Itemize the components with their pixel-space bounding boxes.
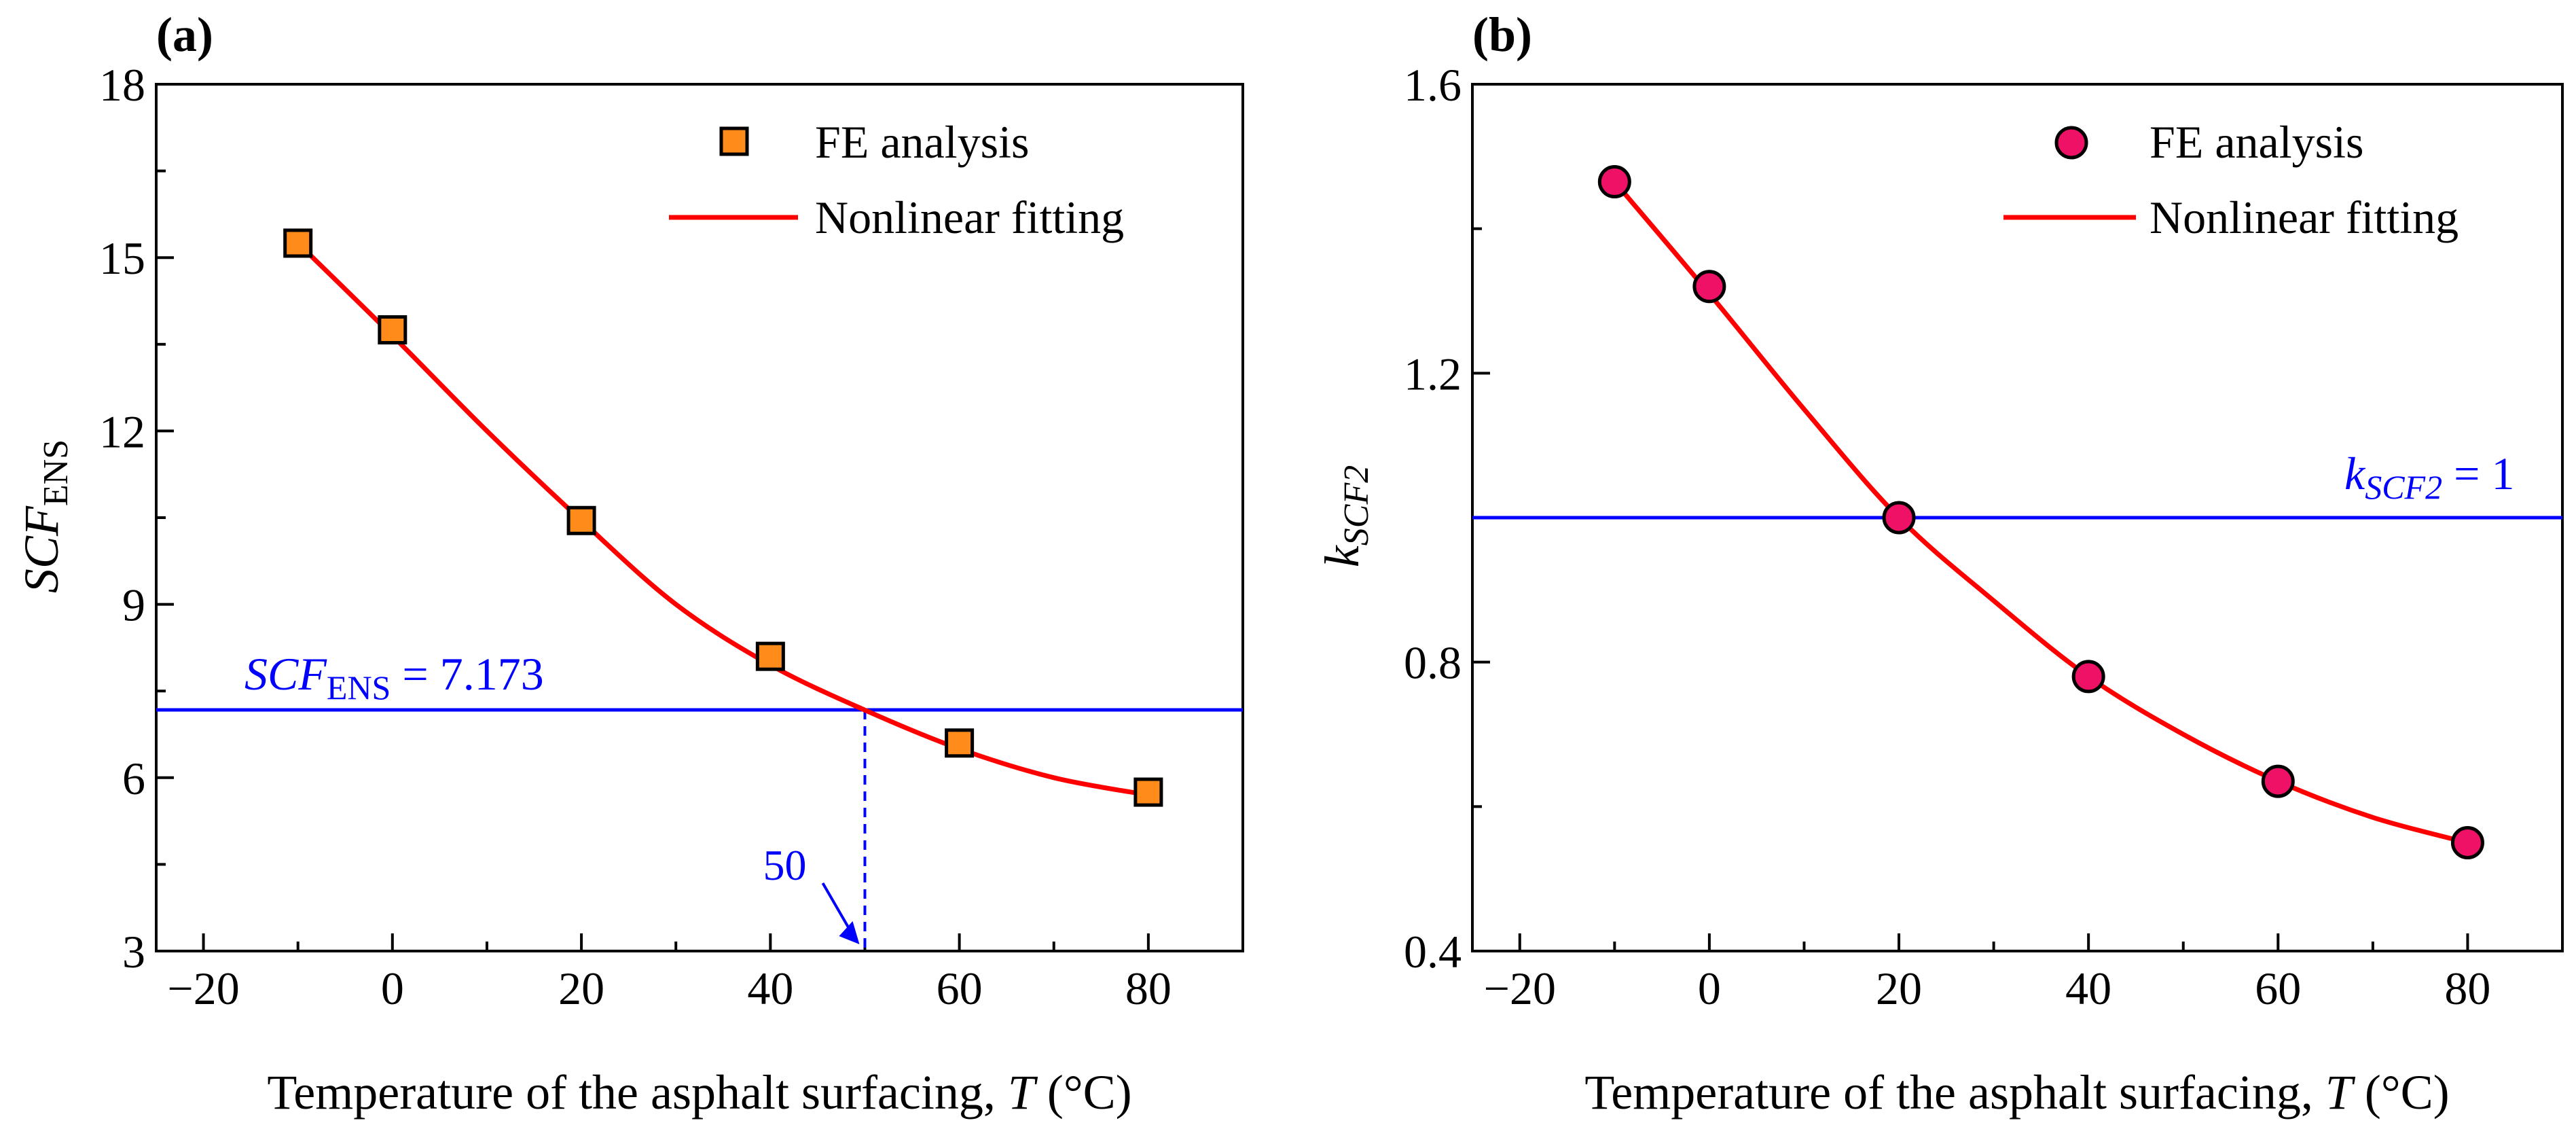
x-tick-label: −20 [167, 963, 239, 1014]
reference-drop-arrow [821, 882, 854, 936]
y-tick-label: 0.8 [1404, 637, 1462, 689]
data-point [2071, 660, 2105, 694]
data-point [378, 315, 407, 345]
y-ticks: 0.4 0.8 1.2 1.6 [1404, 59, 1490, 978]
fit-curve [296, 241, 1149, 798]
data-point [1882, 501, 1916, 535]
x-axis-label-var: T [2325, 1065, 2356, 1120]
reference-label-rest: = 7.173 [391, 648, 543, 700]
reference-label-main: SCF [244, 648, 327, 700]
x-ticks: −20 0 20 40 60 80 [167, 933, 1172, 1014]
x-axis-label-main: Temperature of the asphalt surfacing, [1584, 1065, 2325, 1120]
reference-drop-arrowhead [839, 921, 860, 944]
reference-label: SCFENS = 7.173 [244, 648, 544, 706]
x-tick-label: 60 [937, 963, 983, 1014]
x-tick-label: 20 [558, 963, 604, 1014]
y-tick-label: 3 [122, 926, 145, 978]
y-axis-label-main: SCF [14, 505, 69, 593]
panel-b: (b) 0.40.81.21.6 −20 0 20 40 60 80 kSCF2 = 1 … [1315, 7, 2564, 1120]
legend-line-label: Nonlinear fitting [2149, 192, 2459, 243]
reference-label-main: k [2344, 448, 2366, 499]
data-point [1597, 165, 1631, 199]
x-axis-label: Temperature of the asphalt surfacing, T … [267, 1065, 1131, 1120]
y-tick-label: 1.6 [1404, 59, 1462, 111]
x-tick-label: 60 [2255, 963, 2301, 1014]
x-axis-label-main: Temperature of the asphalt surfacing, [267, 1065, 1008, 1120]
legend-marker-circle [2054, 126, 2088, 160]
data-point [945, 728, 975, 758]
data-point [2450, 826, 2484, 859]
legend-line-label: Nonlinear fitting [815, 192, 1124, 243]
x-ticks: −20 0 20 40 60 80 [1484, 933, 2490, 1014]
y-axis-label: kSCF2 [1315, 465, 1376, 567]
x-tick-label: 80 [2444, 963, 2490, 1014]
y-axis-label-main: k [1315, 544, 1369, 567]
y-axis-label: SCFENS [14, 440, 75, 593]
x-axis-label-unit: (°C) [1035, 1065, 1132, 1120]
legend-marker-label: FE analysis [2149, 116, 2363, 168]
legend-marker-label: FE analysis [815, 116, 1029, 168]
y-tick-label: 9 [122, 579, 145, 631]
x-tick-label: 0 [1698, 963, 1721, 1014]
y-axis-label-sub: SCF2 [1337, 465, 1376, 545]
legend: FE analysis Nonlinear fitting [669, 116, 1124, 243]
y-axis-label-sub: ENS [37, 440, 75, 506]
data-point [755, 641, 785, 671]
y-tick-label: 15 [99, 232, 145, 284]
fit-curve [1612, 180, 2469, 845]
x-tick-label: −20 [1484, 963, 1556, 1014]
data-point [2261, 764, 2295, 798]
y-tick-label: 18 [99, 59, 145, 111]
y-tick-label: 0.4 [1404, 926, 1462, 978]
data-point [283, 228, 313, 258]
reference-label-rest: = 1 [2442, 448, 2514, 499]
reference-label-sub: SCF2 [2365, 468, 2442, 506]
x-axis-label-var: T [1008, 1065, 1038, 1120]
y-tick-label: 12 [99, 406, 145, 457]
data-markers [283, 228, 1163, 807]
legend: FE analysis Nonlinear fitting [2003, 116, 2459, 243]
data-point [1133, 777, 1163, 807]
x-tick-label: 0 [381, 963, 404, 1014]
x-tick-label: 80 [1125, 963, 1172, 1014]
y-tick-label: 6 [122, 753, 145, 804]
data-point [566, 505, 596, 535]
x-axis-label: Temperature of the asphalt surfacing, T … [1584, 1065, 2449, 1120]
data-point [1692, 270, 1726, 304]
data-markers [1597, 165, 2484, 859]
reference-label-sub: ENS [327, 668, 391, 706]
y-ticks: 3 6 9 12 15 18 [99, 59, 174, 978]
legend-marker-square [719, 126, 749, 156]
x-tick-label: 40 [2065, 963, 2111, 1014]
reference-drop-label: 50 [763, 841, 806, 889]
x-tick-label: 20 [1876, 963, 1922, 1014]
panel-label: (a) [156, 7, 213, 62]
y-tick-label: 1.2 [1404, 348, 1462, 399]
reference-label: kSCF2 = 1 [2344, 448, 2514, 506]
x-axis-label-unit: (°C) [2353, 1065, 2450, 1120]
x-tick-label: 40 [747, 963, 793, 1014]
panel-label: (b) [1472, 7, 1532, 62]
